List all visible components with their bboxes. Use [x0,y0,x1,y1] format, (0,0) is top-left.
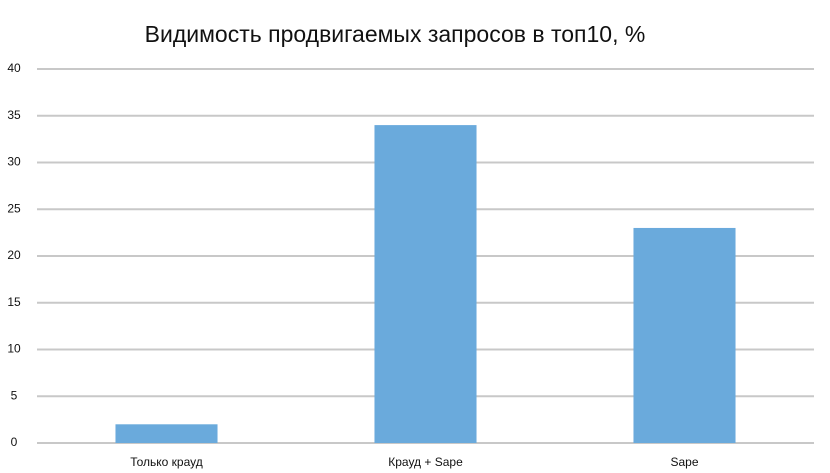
bar [374,125,477,443]
y-tick-label: 20 [7,248,21,262]
y-tick-label: 35 [7,108,21,122]
x-tick-label: Sape [670,455,698,469]
bar [115,424,218,443]
x-tick-label: Крауд + Sape [388,455,463,469]
y-tick-label: 10 [7,342,21,356]
chart-title: Видимость продвигаемых запросов в топ10,… [145,21,646,47]
y-tick-label: 5 [11,388,18,402]
y-tick-label: 15 [7,295,21,309]
y-tick-label: 25 [7,201,21,215]
bar [633,227,736,443]
y-tick-label: 0 [11,435,18,449]
y-tick-label: 30 [7,155,21,169]
y-tick-label: 40 [7,61,21,75]
x-tick-label: Только крауд [130,455,203,469]
